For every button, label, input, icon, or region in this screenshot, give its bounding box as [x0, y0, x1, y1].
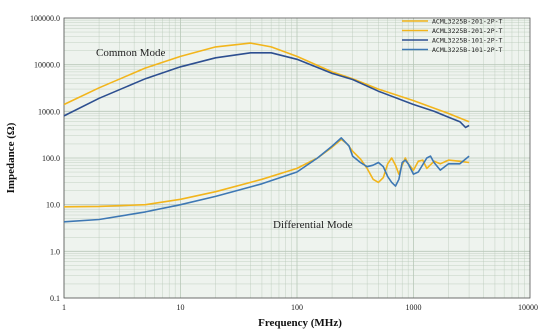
series-line-1: [63, 138, 470, 208]
x-tick-label: 10: [177, 303, 185, 312]
plot-frame: [63, 17, 531, 299]
grid-lines: [63, 18, 530, 299]
legend-label: ACML3225B-201-2P-T: [432, 17, 503, 25]
y-tick-label: 100000.0: [30, 14, 60, 23]
y-tick-label: 100.0: [42, 154, 60, 163]
series-line-2: [63, 52, 470, 129]
legend: ACML3225B-201-2P-TACML3225B-201-2P-TACML…: [402, 17, 503, 54]
x-tick-label: 10000: [518, 303, 538, 312]
series-line-0: [63, 42, 470, 123]
y-tick-label: 10000.0: [34, 61, 60, 70]
legend-label: ACML3225B-201-2P-T: [432, 27, 503, 35]
series-lines: [63, 42, 470, 223]
y-tick-label: 1000.0: [38, 107, 60, 116]
legend-label: ACML3225B-101-2P-T: [432, 36, 503, 44]
x-axis-title: Frequency (MHz): [258, 317, 342, 329]
x-axis-ticks: 1 10 100 1000 10000: [62, 303, 538, 312]
x-tick-label: 1: [62, 303, 66, 312]
x-tick-label: 1000: [406, 303, 422, 312]
y-axis-ticks: 0.1 1.0 10.0 100.0 1000.0 10000.0 100000.0: [30, 14, 60, 303]
y-tick-label: 1.0: [50, 247, 60, 256]
y-axis-title: Impedance (Ω): [5, 122, 17, 193]
annotation-common-mode: Common Mode: [96, 47, 165, 59]
annotation-differential-mode: Differential Mode: [273, 219, 353, 231]
x-tick-label: 100: [291, 303, 303, 312]
y-tick-label: 10.0: [46, 201, 60, 210]
y-tick-label: 0.1: [50, 294, 60, 303]
legend-label: ACML3225B-101-2P-T: [432, 46, 503, 54]
series-line-3: [63, 137, 470, 223]
